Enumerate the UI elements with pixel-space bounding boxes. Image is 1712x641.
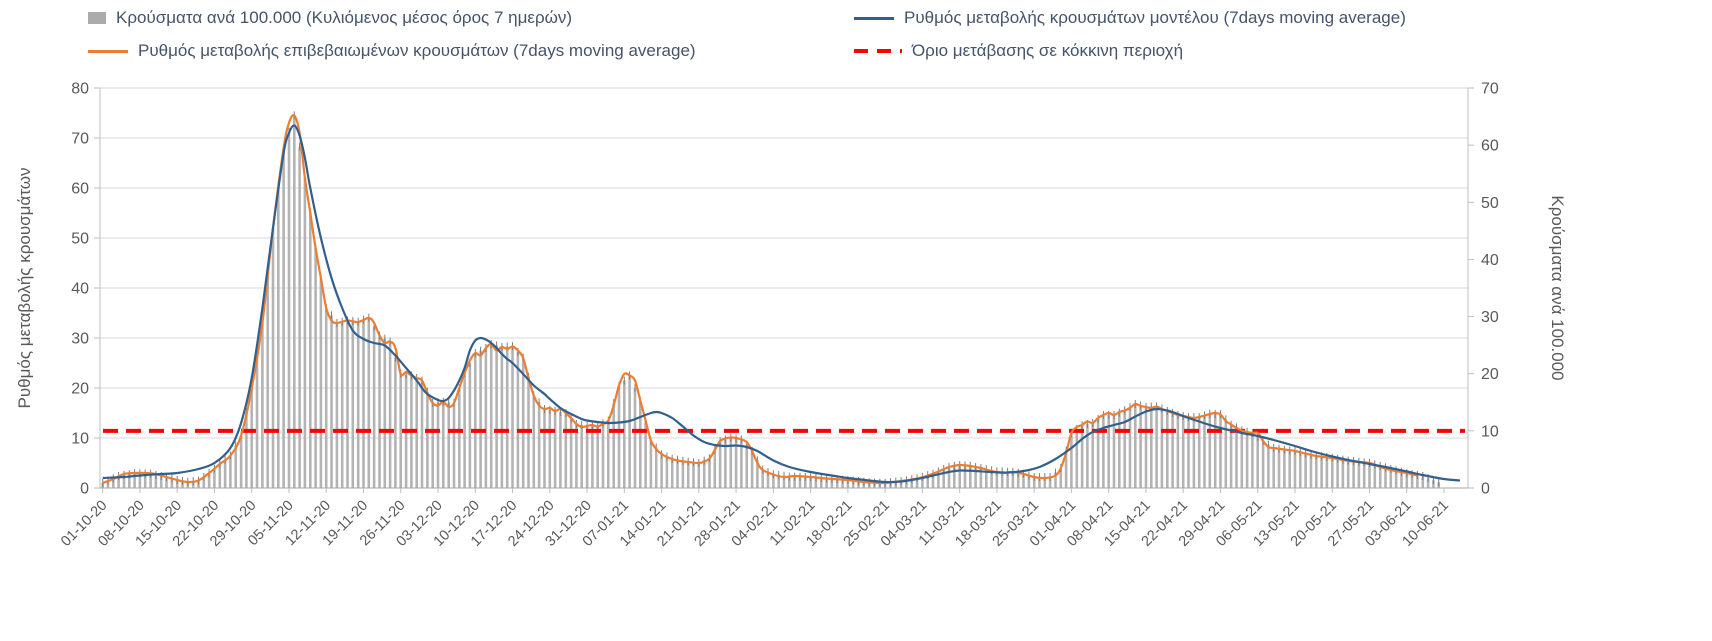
red-dashed-line-icon [854,49,902,53]
right-axis: 0 10 20 30 40 50 60 70 [1467,81,1499,498]
orange-line-icon [88,49,128,53]
legend-item-cases-per-100k: Κρούσματα ανά 100.000 (Κυλιόμενος μέσος … [88,6,854,30]
legend-label-confirmed-rate: Ρυθμός μεταβολής επιβεβαιωμένων κρουσμάτ… [138,41,696,60]
legend-label-cases-per-100k: Κρούσματα ανά 100.000 (Κυλιόμενος μέσος … [116,8,573,27]
svg-text:40: 40 [71,281,89,298]
svg-text:30: 30 [71,331,89,348]
legend-item-confirmed-rate: Ρυθμός μεταβολής επιβεβαιωμένων κρουσμάτ… [88,39,854,63]
svg-text:20: 20 [71,381,89,398]
svg-text:80: 80 [71,81,89,98]
svg-text:0: 0 [1481,481,1490,498]
svg-text:70: 70 [71,131,89,148]
legend-label-red-threshold: Όριο μετάβασης σε κόκκινη περιοχή [912,41,1184,60]
x-axis: 01-10-2008-10-2015-10-2022-10-2029-10-20… [58,487,1468,550]
svg-text:50: 50 [1481,195,1499,212]
legend-label-model-rate: Ρυθμός μεταβολής κρουσμάτων μοντέλου (7d… [904,8,1406,27]
legend-item-model-rate: Ρυθμός μεταβολής κρουσμάτων μοντέλου (7d… [854,6,1406,30]
svg-text:10: 10 [1481,423,1499,440]
left-axis-title: Ρυθμός μεταβολής κρουσμάτων [15,168,34,409]
svg-text:20: 20 [1481,366,1499,383]
svg-text:70: 70 [1481,81,1499,98]
legend-item-red-threshold: Όριο μετάβασης σε κόκκινη περιοχή [854,39,1406,63]
svg-text:40: 40 [1481,252,1499,269]
blue-line-icon [854,16,894,20]
gray-bar-icon [88,12,106,24]
svg-text:60: 60 [1481,138,1499,155]
svg-text:30: 30 [1481,309,1499,326]
svg-text:60: 60 [71,181,89,198]
left-axis: 0 10 20 30 40 50 60 70 80 [71,81,101,498]
svg-text:0: 0 [80,481,89,498]
svg-text:10: 10 [71,431,89,448]
svg-text:50: 50 [71,231,89,248]
chart-legend: Κρούσματα ανά 100.000 (Κυλιόμενος μέσος … [88,6,1406,63]
right-axis-title: Κρούσματα ανά 100.000 [1548,195,1567,380]
gridlines [100,87,1468,439]
line-series-model-rate [102,124,1461,484]
